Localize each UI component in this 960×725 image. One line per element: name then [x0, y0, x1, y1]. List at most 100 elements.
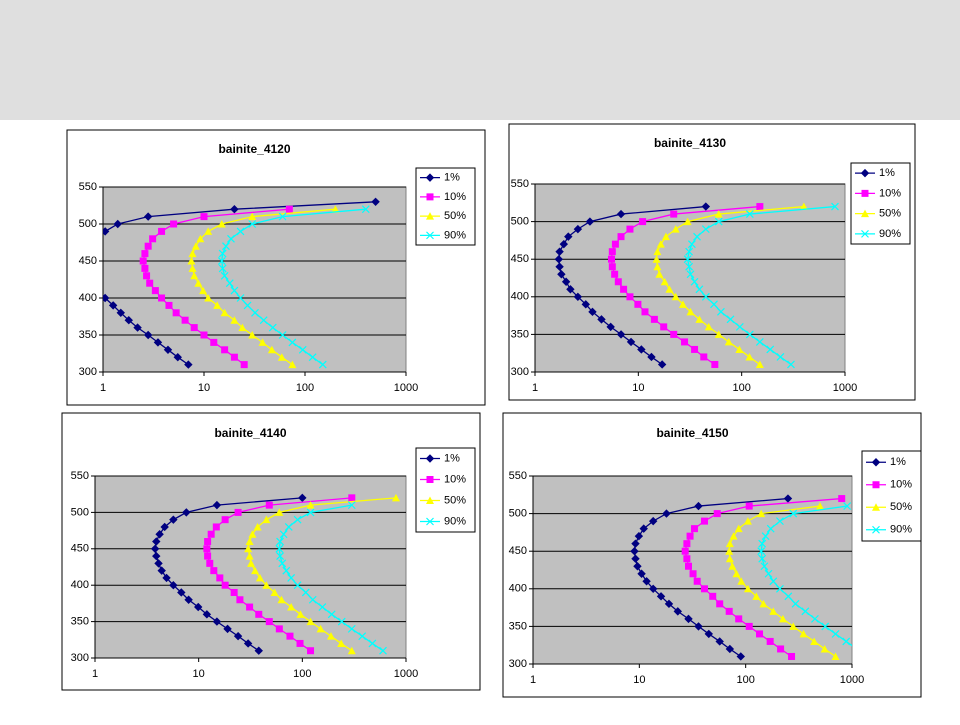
data-point [149, 235, 157, 243]
y-tick-label: 550 [509, 470, 527, 482]
data-point [306, 508, 315, 517]
data-point [662, 509, 671, 518]
data-point [301, 588, 310, 597]
data-point [581, 300, 590, 309]
data-point [801, 607, 810, 616]
legend-label: 10% [444, 473, 466, 485]
data-point [267, 345, 276, 354]
data-point [715, 637, 724, 646]
data-point [608, 248, 616, 256]
data-point [116, 308, 125, 318]
legend-label: 50% [444, 210, 466, 222]
data-point [379, 646, 387, 655]
data-point [240, 361, 248, 369]
legend-label: 10% [444, 191, 466, 203]
data-point [234, 508, 242, 516]
data-point [124, 315, 133, 325]
data-point [821, 622, 830, 631]
series-line [686, 205, 836, 366]
data-point [194, 602, 203, 612]
data-point [691, 345, 699, 353]
data-point [199, 286, 208, 295]
data-point [656, 592, 666, 601]
data-point [278, 559, 287, 568]
data-point [671, 292, 680, 301]
data-point [701, 202, 711, 211]
series-line [610, 205, 760, 366]
data-point [766, 524, 775, 533]
data-point [220, 271, 229, 280]
data-point [144, 242, 152, 250]
data-point [737, 577, 746, 585]
data-point [162, 573, 171, 583]
data-point [337, 639, 346, 647]
plot-area [534, 183, 846, 373]
data-point [815, 502, 824, 510]
data-point [743, 584, 752, 593]
data-point [298, 493, 307, 503]
data-point [217, 220, 226, 228]
data-point [728, 562, 737, 570]
data-point [732, 569, 741, 578]
data-point [204, 294, 213, 302]
data-point [704, 322, 713, 331]
data-point [761, 532, 770, 541]
data-point [143, 212, 153, 221]
data-point [270, 588, 279, 596]
data-point [230, 353, 238, 361]
data-point [709, 592, 717, 600]
data-point [277, 595, 286, 604]
data-point [165, 301, 173, 309]
data-point [173, 352, 182, 362]
data-point [743, 517, 752, 525]
data-point [337, 617, 346, 626]
data-point [245, 537, 254, 546]
legend-marker [871, 458, 881, 467]
data-point [630, 546, 639, 556]
data-point [275, 508, 284, 516]
data-point [158, 227, 166, 235]
data-point [642, 577, 651, 586]
plot-series [554, 202, 839, 369]
legend-marker [426, 212, 434, 220]
data-point [225, 279, 234, 288]
data-point [298, 345, 307, 354]
data-point [218, 264, 227, 273]
data-point [634, 531, 644, 541]
legend-box [861, 450, 922, 542]
data-point [265, 618, 273, 626]
data-point [169, 580, 178, 590]
data-point [695, 315, 704, 323]
data-point [133, 323, 142, 332]
data-point [620, 285, 628, 293]
data-point [247, 559, 256, 567]
data-point [236, 294, 245, 302]
data-point [146, 279, 154, 287]
data-point [221, 346, 229, 354]
data-point [714, 210, 723, 218]
data-point [248, 212, 257, 221]
data-point [717, 307, 725, 316]
data-point [327, 610, 336, 619]
legend-label: 90% [890, 524, 912, 536]
data-point [683, 217, 692, 226]
data-point [277, 353, 286, 361]
y-tick-label: 350 [511, 328, 529, 340]
data-point [670, 330, 678, 338]
data-point [190, 271, 199, 280]
data-point [153, 338, 163, 347]
data-point [631, 554, 640, 563]
data-point [204, 227, 213, 235]
data-point [573, 224, 583, 234]
data-point [725, 644, 735, 654]
chart: bainite_4150 300 350 400 450 500 550 1 10 100 1000… [502, 412, 922, 698]
data-point [296, 639, 304, 647]
data-point [745, 502, 753, 510]
data-point [255, 573, 264, 582]
data-point [296, 610, 305, 618]
data-point [210, 338, 218, 346]
data-point [326, 632, 335, 640]
data-point [318, 360, 327, 369]
legend-label: 90% [444, 229, 466, 241]
legend-marker [426, 496, 434, 504]
